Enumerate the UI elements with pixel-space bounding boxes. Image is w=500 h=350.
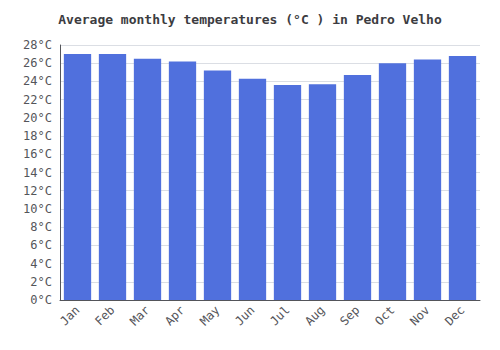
- svg-text:May: May: [197, 303, 222, 328]
- svg-text:12°C: 12°C: [23, 184, 52, 198]
- svg-text:Jun: Jun: [232, 303, 257, 328]
- svg-text:16°C: 16°C: [23, 147, 52, 161]
- svg-text:20°C: 20°C: [23, 111, 52, 125]
- svg-text:Aug: Aug: [302, 303, 327, 328]
- svg-text:6°C: 6°C: [30, 238, 52, 252]
- svg-text:Apr: Apr: [162, 303, 187, 328]
- svg-text:Nov: Nov: [407, 303, 432, 328]
- svg-text:8°C: 8°C: [30, 220, 52, 234]
- svg-text:22°C: 22°C: [23, 93, 52, 107]
- svg-text:26°C: 26°C: [23, 56, 52, 70]
- svg-text:Sep: Sep: [337, 303, 362, 328]
- svg-text:Average monthly temperatures (: Average monthly temperatures (°C ) in Pe…: [58, 12, 442, 27]
- svg-text:10°C: 10°C: [23, 202, 52, 216]
- svg-text:2°C: 2°C: [30, 275, 52, 289]
- svg-text:Jul: Jul: [267, 303, 292, 328]
- svg-text:Mar: Mar: [127, 303, 152, 328]
- svg-text:0°C: 0°C: [30, 293, 52, 307]
- svg-text:4°C: 4°C: [30, 257, 52, 271]
- svg-text:14°C: 14°C: [23, 166, 52, 180]
- svg-text:28°C: 28°C: [23, 38, 52, 52]
- svg-text:18°C: 18°C: [23, 129, 52, 143]
- svg-text:24°C: 24°C: [23, 74, 52, 88]
- svg-text:Dec: Dec: [442, 303, 467, 328]
- svg-text:Oct: Oct: [372, 303, 397, 328]
- svg-text:Feb: Feb: [92, 303, 117, 328]
- svg-text:Jan: Jan: [57, 303, 82, 328]
